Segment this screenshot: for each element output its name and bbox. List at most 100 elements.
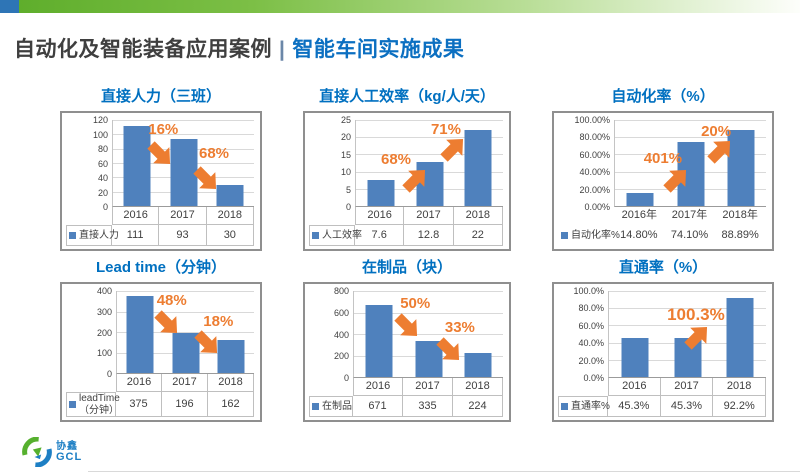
page-title-highlight: 智能车间实施成果: [292, 38, 465, 61]
y-tick-label: 20.0%: [578, 355, 604, 366]
chart-title: 在制品（块）: [361, 259, 452, 276]
legend-cell: 直接人力: [66, 225, 119, 246]
value-cell: 224: [453, 396, 503, 417]
legend-cell: 直通率%: [558, 396, 610, 417]
plot-wrap: 100.00% 80.00% 60.00% 40.00% 20.00% 0.00% 401%…: [558, 115, 766, 212]
y-tick-label: 100: [92, 129, 108, 140]
y-tick-label: 400: [96, 286, 112, 296]
trend-arrow-up-icon: [684, 326, 708, 350]
y-axis: 100.00% 80.00% 60.00% 40.00% 20.00% 0.00%: [558, 115, 614, 212]
y-tick-label: 200: [96, 327, 112, 338]
bar-2016: [367, 179, 394, 206]
chart: 100.00% 80.00% 60.00% 40.00% 20.00% 0.00% 401%…: [552, 111, 774, 251]
chart: 120 100 80 60 40 20 0 16% 68% 2016 2017 2018 直接人力 111…: [60, 111, 262, 251]
chart-data-table: 2016 2017 2018 直接人力 111 93 30: [66, 207, 254, 246]
plot-area: 50% 33%: [353, 291, 503, 378]
bar-2018: [464, 352, 492, 377]
value-cell: 45.3%: [660, 396, 714, 417]
y-tick-label: 60.00%: [579, 149, 610, 160]
series-name-line: （分钟）: [79, 404, 119, 416]
category-label: 2017: [162, 374, 208, 392]
chart: 800 600 400 200 0 50% 33% 2016 2017 2018 在制品 671 335…: [303, 282, 511, 422]
y-tick-label: 60.0%: [578, 320, 604, 331]
top-accent-bar: [0, 0, 800, 13]
category-label: 2016: [116, 374, 162, 392]
value-cell: 22: [453, 225, 503, 246]
category-label: 2018: [713, 378, 766, 396]
chart-title: 直接人工效率（kg/人/天）: [319, 88, 495, 105]
category-label: 2017: [660, 378, 714, 396]
bar-2017: [416, 161, 443, 206]
series-name-line: 直通率%: [571, 400, 610, 412]
y-tick-label: 100.00%: [574, 115, 610, 125]
gridline: [609, 291, 766, 292]
trend-percent-label: 50%: [400, 295, 431, 313]
value-cell: 671: [353, 396, 403, 417]
y-tick-label: 5: [345, 184, 351, 195]
plot-area: 48% 18%: [116, 291, 254, 374]
value-cell: 111: [112, 225, 160, 246]
y-tick-label: 800: [333, 286, 349, 296]
gridline: [113, 120, 254, 121]
value-cell: 196: [162, 392, 208, 417]
plot-area: 401% 20%: [614, 120, 766, 207]
plot-area: 68% 71%: [355, 120, 503, 207]
y-tick-label: 60: [97, 158, 108, 169]
value-cell: 88.89%: [721, 229, 759, 241]
plot-wrap: 120 100 80 60 40 20 0 16% 68%: [66, 115, 254, 212]
gridline: [354, 312, 503, 314]
trend-arrow-up-icon: [440, 138, 463, 162]
category-label: 2017: [403, 378, 453, 396]
y-tick-label: 10: [340, 167, 351, 178]
category-label: 2016: [355, 207, 405, 225]
category-label: 2018: [206, 207, 254, 225]
trend-percent-label: 20%: [701, 122, 732, 140]
chart-data-table: 2016 2017 2018 人工效率 7.6 12.8 22: [309, 207, 503, 246]
plot-wrap: 800 600 400 200 0 50% 33%: [309, 286, 503, 383]
logo-text-cn: 协鑫: [56, 440, 78, 452]
category-label: 2016年: [621, 209, 658, 221]
y-axis: 100.0% 80.0% 60.0% 40.0% 20.0% 0.0%: [558, 286, 608, 383]
category-label: 2016: [353, 378, 403, 396]
chart-card: 自动化率（%） 100.00% 80.00% 60.00% 40.00% 20.00% 0.…: [552, 86, 774, 251]
category-label: 2018: [208, 374, 254, 392]
gridline: [356, 120, 503, 121]
trend-percent-label: 48%: [156, 291, 187, 309]
value-cell: 335: [403, 396, 453, 417]
y-tick-label: 20.00%: [579, 184, 610, 195]
category-label: 2018: [453, 378, 503, 396]
gridline: [117, 332, 254, 333]
chart-card: 直接人工效率（kg/人/天） 25 20 15 10 5 0 68% 71% 2016 2017 20…: [303, 86, 511, 251]
series-name-line: 自动化率%: [571, 229, 620, 241]
page-title-separator: |: [279, 38, 286, 61]
chart-card: 直通率（%） 100.0% 80.0% 60.0% 40.0% 20.0% 0.0% 100.…: [552, 257, 774, 422]
gridline: [609, 308, 766, 310]
value-cell: 12.8: [404, 225, 454, 246]
legend-cell: leadTime （分钟）: [66, 392, 120, 417]
bar-2018: [217, 339, 245, 373]
legend-cell: 在制品: [309, 396, 353, 417]
gridline: [354, 291, 503, 292]
legend-key-swatch: [312, 232, 319, 239]
gridline: [113, 134, 254, 136]
bar-2017: [415, 341, 442, 377]
bar-2018年: [727, 129, 755, 206]
y-tick-label: 80.00%: [579, 132, 610, 143]
trend-arrow-down-icon: [147, 140, 170, 164]
page-title-main: 自动化及智能装备应用案例: [14, 38, 272, 61]
bar-2016: [365, 304, 393, 377]
gridline: [354, 334, 503, 335]
series-name-line: 人工效率: [322, 229, 362, 241]
series-name: leadTime （分钟）: [79, 393, 120, 416]
legend-key-swatch: [561, 232, 568, 239]
y-tick-label: 40.00%: [579, 167, 610, 178]
y-tick-label: 0.0%: [583, 373, 604, 383]
trend-percent-label: 16%: [148, 120, 179, 138]
y-tick-label: 0: [345, 202, 351, 212]
y-tick-label: 0: [102, 202, 108, 212]
plot-wrap: 400 300 200 100 0 48% 18%: [66, 286, 254, 379]
category-label: 2016: [608, 378, 661, 396]
chart: 400 300 200 100 0 48% 18% 2016 2017 2018 leadTime （…: [60, 282, 262, 422]
trend-percent-label: 68%: [380, 150, 412, 168]
trend-percent-label: 33%: [444, 319, 475, 337]
